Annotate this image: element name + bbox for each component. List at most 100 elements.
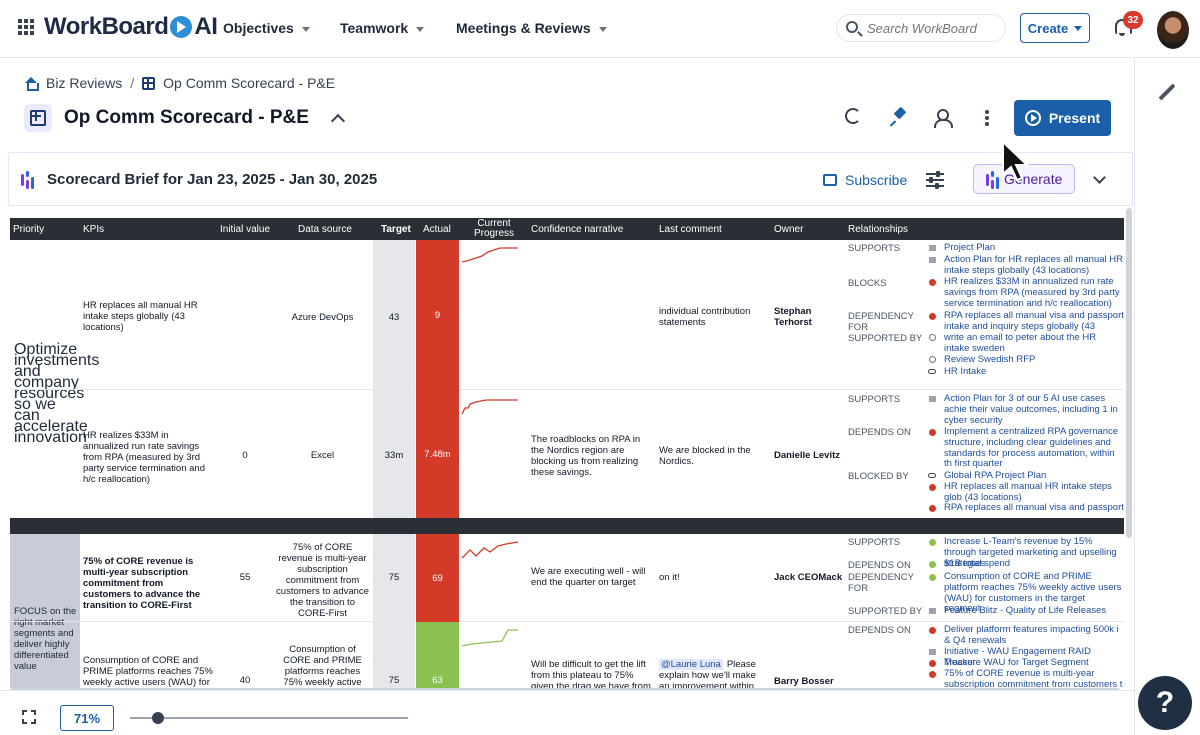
relationship-link[interactable]: HR replaces all manual HR intake steps g…	[944, 481, 1112, 503]
relationship-link[interactable]: Action Plan for 3 of our 5 AI use cases …	[944, 393, 1118, 426]
play-icon	[1024, 110, 1041, 126]
relationship-link[interactable]: Global RPA Project Plan	[944, 470, 1047, 481]
scorecard-table-icon	[24, 104, 52, 132]
confidence-narrative-cell: We are executing well - will end the qua…	[531, 566, 646, 588]
relationship-label: DEPENDENCY FOR	[848, 311, 914, 333]
relationship-link[interactable]: Action Plan for HR replaces all manual H…	[944, 254, 1123, 276]
relationship-link[interactable]: Measure WAU for Target Segment	[944, 657, 1089, 668]
relationship-link[interactable]: HR realizes $33M in annualized run rate …	[944, 276, 1120, 309]
plan-icon	[929, 396, 936, 402]
last-comment-cell[interactable]: individual contribution statements	[659, 306, 751, 328]
relationship-link[interactable]: RPA replaces all manual visa and passpor…	[944, 503, 1124, 513]
kpi-cell[interactable]: HR realizes $33M in annualized run rate …	[83, 430, 205, 485]
present-button[interactable]: Present	[1014, 100, 1111, 136]
chevron-up-icon[interactable]	[330, 113, 346, 128]
home-icon	[24, 76, 39, 91]
table-row[interactable]: HR replaces all manual HR intake steps g…	[10, 240, 1124, 390]
workboard-logo[interactable]: WorkBoard AI	[44, 13, 218, 40]
last-comment-cell[interactable]: @Laurie Luna Please explain how we'll mak…	[659, 659, 769, 688]
pin-icon[interactable]	[889, 108, 909, 128]
status-dot	[929, 429, 936, 436]
nav-objectives[interactable]: Objectives	[223, 20, 310, 36]
relationship-label: DEPENDS ON	[848, 427, 911, 438]
priority-cell: Optimize investments and company resourc…	[14, 341, 100, 446]
table-row[interactable]: HR realizes $33M in annualized run rate …	[10, 390, 1124, 518]
header-priority[interactable]: Priority	[13, 224, 45, 235]
last-comment-cell[interactable]: on it!	[659, 572, 680, 583]
relationship-link[interactable]: Feature Blitz - Quality of Life Releases	[944, 605, 1107, 616]
owner-cell[interactable]: Barry Bosser	[774, 676, 834, 687]
sparkle-icon	[986, 171, 1004, 189]
avatar[interactable]	[1157, 11, 1189, 49]
create-button[interactable]: Create	[1020, 13, 1090, 43]
zoom-level[interactable]: 71%	[60, 705, 114, 731]
table-row[interactable]: Consumption of CORE and PRIME platforms …	[10, 622, 1124, 688]
mention-tag[interactable]: @Laurie Luna	[659, 659, 723, 670]
relationship-link[interactable]: RPA replaces all manual visa and passpor…	[944, 311, 1124, 333]
relationship-label: SUPPORTS	[848, 537, 901, 548]
zoom-slider[interactable]	[130, 717, 408, 719]
target-cell: 75	[388, 675, 400, 686]
search-input[interactable]	[836, 14, 1006, 42]
vertical-scrollbar[interactable]	[1126, 208, 1132, 538]
relationship-link[interactable]: Increase L-Team's revenue by 15% through…	[944, 536, 1117, 569]
header-owner[interactable]: Owner	[774, 224, 804, 235]
relationship-link[interactable]: Consumption of CORE and PRIME platform r…	[944, 571, 1122, 615]
help-button[interactable]: ?	[1138, 676, 1192, 730]
plan-icon	[929, 608, 936, 614]
relationship-link[interactable]: Project Plan	[944, 242, 996, 253]
relationship-link[interactable]: Initiative - WAU Engagement RAID Tracker	[944, 646, 1091, 668]
sliders-icon[interactable]	[926, 171, 944, 189]
owner-cell[interactable]: Jack CEOMack	[774, 572, 843, 583]
plan-icon	[929, 245, 936, 251]
owner-cell[interactable]: Danielle Levitz	[774, 450, 840, 461]
relationship-link[interactable]: write an email to peter about the HR int…	[944, 332, 1097, 354]
nav-teamwork[interactable]: Teamwork	[340, 20, 425, 36]
status-dot	[929, 574, 936, 581]
header-current-progress[interactable]: Current Progress	[473, 218, 514, 239]
header-kpis[interactable]: KPIs	[83, 224, 105, 235]
header-actual[interactable]: Actual	[423, 224, 451, 235]
header-last-comment[interactable]: Last comment	[659, 224, 722, 235]
breadcrumb-parent[interactable]: Biz Reviews	[46, 75, 123, 91]
subscribe-button[interactable]: Subscribe	[823, 172, 907, 188]
last-comment-cell[interactable]: We are blocked in the Nordics.	[659, 445, 751, 467]
relationship-link[interactable]: Review Swedish RFP	[944, 354, 1036, 365]
pencil-icon[interactable]	[1158, 84, 1176, 102]
chevron-down-icon[interactable]	[1093, 171, 1106, 184]
header-initial-value[interactable]: Initial value	[220, 224, 271, 235]
nav-meetings-reviews[interactable]: Meetings & Reviews	[456, 20, 607, 36]
breadcrumb-current[interactable]: Op Comm Scorecard - P&E	[163, 75, 336, 91]
owner-cell[interactable]: Stephan Terhorst	[774, 306, 812, 328]
header-target[interactable]: Target	[381, 224, 411, 235]
kpi-cell[interactable]: HR replaces all manual HR intake steps g…	[83, 300, 198, 333]
status-dot	[929, 279, 936, 286]
page-title: Op Comm Scorecard - P&E	[64, 107, 309, 128]
relationship-link[interactable]: HR Intake	[944, 366, 987, 377]
last-comment-text: Please explain how we'll make an improve…	[659, 659, 756, 688]
apps-grid-icon[interactable]	[18, 19, 34, 35]
header-data-source[interactable]: Data source	[298, 224, 352, 235]
relationship-link[interactable]: 75% of CORE revenue is multi-year subscr…	[944, 669, 1123, 688]
data-source-cell: Excel	[310, 450, 335, 461]
header-relationships[interactable]: Relationships	[848, 224, 909, 235]
relationship-link[interactable]: Deliver platform features impacting 500k…	[944, 624, 1119, 646]
refresh-button[interactable]	[845, 108, 865, 128]
initial-value-cell: 0	[242, 450, 248, 461]
table-header: Priority KPIs Initial value Data source …	[10, 218, 1124, 240]
kpi-cell[interactable]: 75% of CORE revenue is multi-year subscr…	[83, 556, 201, 611]
expand-icon[interactable]	[22, 710, 36, 724]
more-button[interactable]	[985, 110, 1005, 130]
header-confidence-narrative[interactable]: Confidence narrative	[531, 224, 624, 235]
people-icon[interactable]	[934, 108, 954, 128]
zoom-slider-thumb[interactable]	[151, 712, 164, 724]
link-icon	[928, 473, 936, 478]
priority-cell: FOCUS on the right market segments and d…	[14, 606, 77, 672]
progress-sparkline	[462, 247, 518, 263]
table-row[interactable]: 75% of CORE revenue is multi-year subscr…	[10, 534, 1124, 622]
kpi-cell[interactable]: Consumption of CORE and PRIME platforms …	[83, 655, 213, 688]
relationship-link[interactable]: $1B total spend	[944, 558, 1011, 569]
actual-cell: 7.48m	[416, 390, 459, 518]
relationship-link[interactable]: Implement a centralized RPA governance s…	[944, 426, 1119, 470]
help-icon: ?	[1155, 686, 1175, 719]
